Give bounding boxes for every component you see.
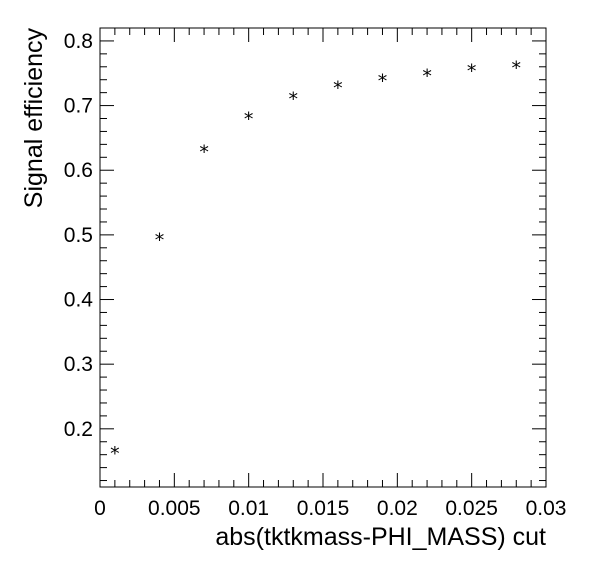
x-axis-ticks — [99, 28, 547, 487]
data-point: * — [512, 57, 522, 79]
x-tick-label: 0.015 — [297, 497, 350, 520]
y-axis-tick-labels: 0.2 0.3 0.4 0.5 0.6 0.7 0.8 — [64, 30, 94, 441]
y-axis-title: Signal efficiency — [20, 28, 48, 209]
x-axis-tick-labels: 0 0.005 0.01 0.015 0.02 0.025 0.03 — [94, 497, 566, 520]
data-point: * — [422, 65, 432, 87]
x-tick-label: 0.01 — [228, 497, 269, 520]
y-tick-label: 0.4 — [64, 289, 94, 312]
data-point: * — [333, 78, 343, 100]
x-tick-label: 0.025 — [445, 497, 498, 520]
x-tick-label: 0 — [94, 497, 106, 520]
x-axis-title: abs(tktkmass-PHI_MASS) cut — [215, 523, 546, 551]
x-tick-label: 0.03 — [526, 497, 567, 520]
data-point: * — [199, 142, 209, 164]
x-tick-label: 0.005 — [148, 497, 201, 520]
y-tick-label: 0.7 — [64, 95, 93, 118]
data-point: * — [467, 61, 477, 83]
data-point: * — [289, 89, 299, 111]
plot-frame — [99, 27, 547, 488]
data-points: * * * * * * * * * * — [110, 57, 521, 464]
y-tick-label: 0.2 — [64, 418, 93, 441]
data-point: * — [244, 109, 254, 131]
y-tick-label: 0.6 — [64, 159, 93, 182]
data-point: * — [155, 229, 165, 251]
x-tick-label: 0.02 — [377, 497, 418, 520]
y-tick-label: 0.3 — [64, 353, 93, 376]
y-tick-label: 0.5 — [64, 224, 93, 247]
y-tick-label: 0.8 — [64, 30, 93, 53]
data-point: * — [378, 70, 388, 92]
y-axis-ticks — [100, 27, 546, 482]
data-point: * — [110, 443, 120, 465]
